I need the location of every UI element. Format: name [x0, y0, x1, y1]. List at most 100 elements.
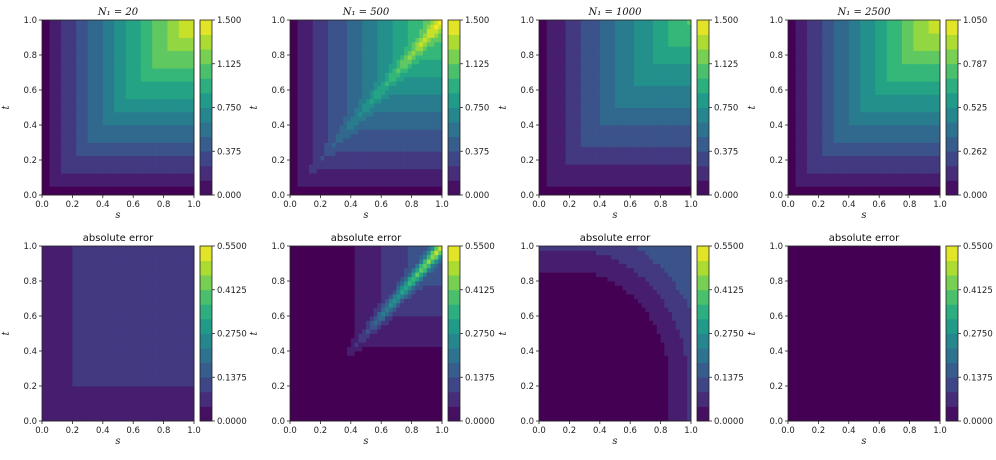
heatmap-cell — [324, 85, 329, 91]
heatmap-cell — [347, 125, 352, 130]
heatmap-cell — [377, 63, 382, 69]
heatmap-cell — [362, 168, 367, 174]
heatmap-cell — [68, 155, 73, 161]
heatmap-cell — [588, 81, 593, 87]
heatmap-cell — [121, 146, 126, 152]
heatmap-cell — [347, 120, 352, 126]
heatmap-cell — [45, 125, 50, 130]
heatmap-cell — [148, 155, 153, 161]
heatmap-cell — [95, 120, 100, 126]
heatmap-cell — [611, 173, 616, 178]
heatmap-cell — [430, 103, 435, 108]
heatmap-cell — [649, 55, 654, 60]
heatmap-cell — [129, 90, 134, 95]
heatmap-cell — [788, 63, 793, 69]
heatmap-cell — [140, 50, 145, 56]
heatmap-cell — [558, 155, 563, 161]
heatmap-cell — [569, 68, 574, 73]
heatmap-cell — [603, 59, 608, 65]
heatmap-cell — [377, 85, 382, 91]
heatmap-cell — [392, 120, 397, 126]
heatmap-cell — [584, 55, 589, 60]
heatmap-cell — [297, 59, 302, 65]
heatmap-cell — [80, 33, 85, 38]
heatmap-cell — [675, 55, 680, 60]
heatmap-cell — [305, 90, 310, 95]
heatmap-cell — [159, 33, 164, 38]
heatmap-cell — [343, 41, 348, 47]
heatmap-cell — [137, 103, 142, 108]
heatmap-cell — [400, 138, 405, 143]
heatmap-cell — [411, 37, 416, 43]
heatmap-cell — [53, 133, 58, 139]
heatmap-cell — [144, 168, 149, 174]
heatmap-cells — [42, 20, 195, 196]
heatmap-cell — [588, 63, 593, 69]
heatmap-cell — [99, 155, 104, 161]
heatmap-cell — [599, 181, 604, 187]
heatmap-cell — [645, 142, 650, 148]
heatmap-cell — [148, 55, 153, 60]
heatmap-cell — [664, 81, 669, 87]
heatmap-cell — [675, 76, 680, 82]
heatmap-cell — [83, 68, 88, 73]
heatmap-cell — [91, 164, 96, 170]
heatmap-cell — [788, 151, 793, 157]
heatmap-cell — [577, 107, 582, 113]
heatmap-cell — [328, 50, 333, 56]
heatmap-cell — [175, 160, 180, 165]
heatmap-cell — [411, 181, 416, 187]
heatmap-cell — [358, 28, 363, 34]
heatmap-cell — [366, 103, 371, 108]
heatmap-cell — [539, 190, 544, 196]
heatmap-cell — [637, 24, 642, 30]
heatmap-cell — [626, 98, 631, 104]
heatmap-cell — [546, 28, 551, 34]
heatmap-cell — [411, 85, 416, 91]
heatmap-cell — [377, 138, 382, 143]
heatmap-cell — [324, 98, 329, 104]
heatmap-cell — [385, 46, 390, 52]
heatmap-cell — [679, 37, 684, 43]
heatmap-cell — [358, 155, 363, 161]
heatmap-cell — [190, 173, 195, 178]
heatmap-cell — [106, 20, 111, 25]
heatmap-cell — [49, 120, 54, 126]
heatmap-cell — [76, 72, 81, 78]
heatmap-cell — [53, 142, 58, 148]
heatmap-cell — [679, 133, 684, 139]
colorbar-band — [697, 34, 709, 50]
heatmap-cell — [373, 98, 378, 104]
heatmap-cell — [121, 129, 126, 135]
heatmap-cell — [87, 46, 92, 52]
heatmap-cell — [415, 160, 420, 165]
heatmap-cell — [611, 146, 616, 152]
heatmap-cell — [637, 98, 642, 104]
heatmap-cell — [660, 116, 665, 122]
heatmap-cell — [42, 41, 47, 47]
heatmap-cell — [328, 81, 333, 87]
heatmap-cell — [331, 33, 336, 38]
heatmap-cell — [630, 72, 635, 78]
heatmap-cell — [61, 181, 66, 187]
heatmap-cell — [312, 63, 317, 69]
heatmap-cell — [190, 133, 195, 139]
heatmap-cell — [588, 33, 593, 38]
heatmap-cell — [561, 146, 566, 152]
heatmap-cell — [328, 76, 333, 82]
heatmap-cell — [385, 41, 390, 47]
heatmap-cell — [64, 164, 69, 170]
heatmap-cell — [175, 103, 180, 108]
heatmap-cell — [293, 55, 298, 60]
heatmap-cell — [622, 181, 627, 187]
heatmap-cell — [550, 46, 555, 52]
heatmap-cell — [415, 177, 420, 183]
heatmap-cell — [641, 24, 646, 30]
heatmap-cell — [426, 138, 431, 143]
heatmap-cell — [588, 129, 593, 135]
heatmap-cell — [64, 120, 69, 126]
heatmap-cell — [580, 81, 585, 87]
heatmap-cell — [569, 20, 574, 25]
heatmap-cell — [653, 24, 658, 30]
heatmap-cell — [95, 50, 100, 56]
